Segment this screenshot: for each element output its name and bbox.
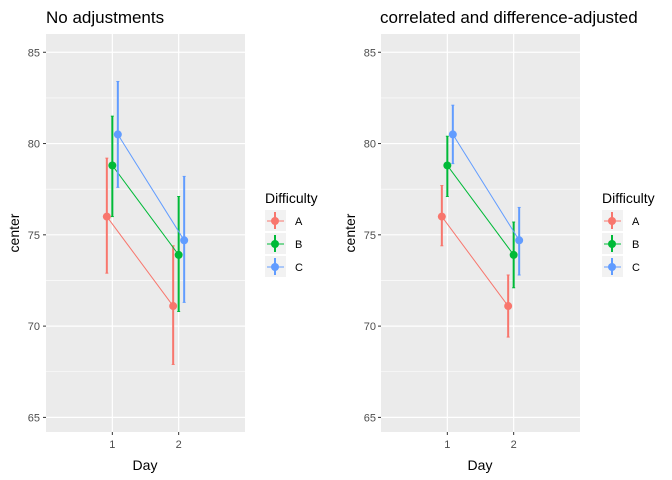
data-point-A: [169, 302, 178, 311]
series-line-B: [446, 165, 515, 256]
y-tick-label: 85: [364, 47, 376, 59]
y-tick-layer: 65 70 75 80 85: [28, 47, 46, 424]
y-tick-label: 75: [28, 230, 40, 242]
legend-key-point: [271, 217, 279, 225]
data-point-B: [108, 161, 117, 170]
chart-title: No adjustments: [46, 8, 164, 27]
y-axis-label: center: [342, 213, 358, 252]
y-tick-label: 65: [28, 412, 40, 424]
y-axis-label: center: [6, 213, 22, 252]
data-point-A: [102, 212, 111, 221]
legend-entry-label: B: [295, 239, 302, 251]
data-point-A: [504, 302, 513, 311]
legend-key-point: [608, 240, 616, 248]
series-layer: [102, 80, 189, 365]
data-point-C: [113, 130, 122, 139]
legend-key-point: [271, 263, 279, 271]
series-line-B: [111, 165, 180, 256]
series-line-A: [106, 216, 174, 307]
chart-panel-2: correlated and difference-adjusted 65 70 7…: [342, 8, 655, 473]
series-line-C: [452, 134, 520, 241]
legend-entry-label: A: [295, 216, 303, 228]
data-point-C: [448, 130, 457, 139]
x-tick-label: 2: [511, 439, 517, 451]
legend: Difficulty ABC: [265, 190, 318, 277]
data-point-B: [509, 250, 518, 259]
data-point-B: [443, 161, 452, 170]
data-point-A: [437, 212, 446, 221]
y-tick-label: 70: [28, 321, 40, 333]
plot-background: [46, 34, 245, 432]
y-tick-label: 85: [28, 47, 40, 59]
legend-entry-label: A: [632, 216, 640, 228]
legend-key-point: [271, 240, 279, 248]
y-tick-label: 80: [28, 139, 40, 151]
x-tick-label: 1: [109, 439, 115, 451]
y-tick-label: 65: [364, 412, 376, 424]
data-point-C: [515, 236, 524, 245]
series-line-A: [441, 216, 509, 307]
legend-title: Difficulty: [265, 190, 318, 206]
legend-entry-label: B: [632, 239, 639, 251]
data-point-C: [180, 236, 189, 245]
legend-entry-label: C: [632, 262, 640, 274]
x-tick-label: 1: [444, 439, 450, 451]
legend: Difficulty ABC: [602, 190, 655, 277]
legend-entry-label: C: [295, 262, 303, 274]
y-tick-label: 70: [364, 321, 376, 333]
legend-title: Difficulty: [602, 190, 655, 206]
data-point-B: [174, 250, 183, 259]
y-tick-label: 75: [364, 230, 376, 242]
plot-background: [381, 34, 580, 432]
x-tick-label: 2: [176, 439, 182, 451]
y-tick-label: 80: [364, 139, 376, 151]
y-tick-layer: 65 70 75 80 85: [364, 47, 381, 424]
legend-key-point: [608, 217, 616, 225]
chart-title: correlated and difference-adjusted: [380, 8, 638, 27]
series-layer: [437, 104, 524, 338]
x-axis-label: Day: [133, 457, 158, 473]
legend-key-point: [608, 263, 616, 271]
series-line-C: [117, 134, 185, 241]
x-axis-label: Day: [468, 457, 493, 473]
